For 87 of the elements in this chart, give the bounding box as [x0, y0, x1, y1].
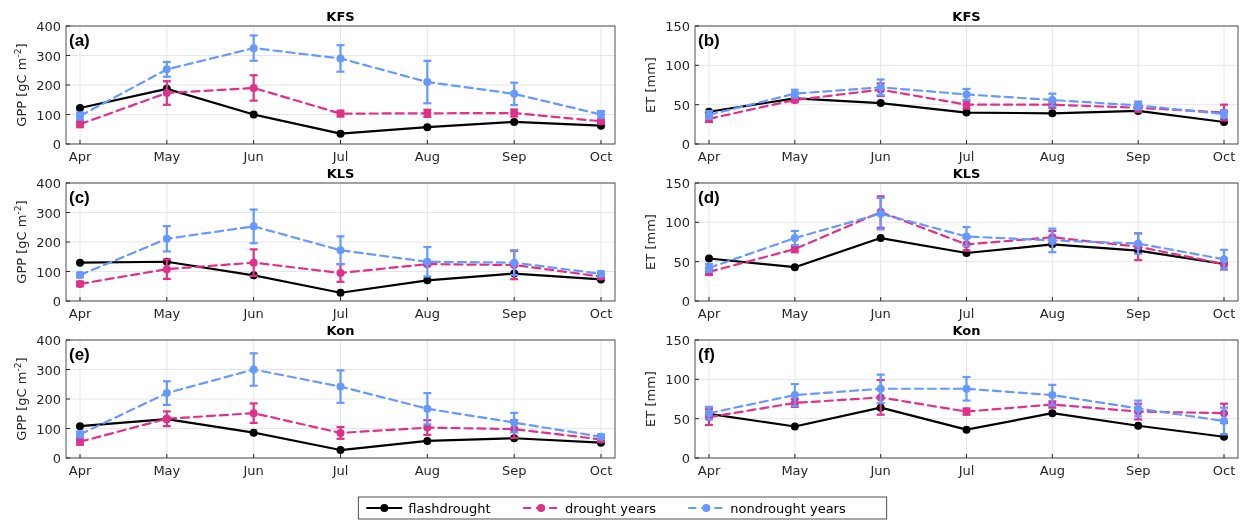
y-axis-title: ET [mm] [643, 214, 658, 270]
x-tick-label: Aug [1039, 149, 1066, 164]
x-tick-label: Aug [1039, 463, 1066, 478]
y-tick-label: 300 [36, 48, 61, 64]
x-tick-label: May [781, 306, 809, 321]
y-tick-label: 300 [36, 205, 61, 221]
annotation: (c) [69, 188, 90, 207]
y-axis-title: ET [mm] [643, 371, 658, 427]
x-tick-label: May [781, 463, 809, 478]
x-tick-label: Apr [68, 149, 92, 164]
x-tick-label: Aug [1039, 306, 1066, 321]
x-tick-label: Sep [1125, 306, 1151, 321]
x-tick-label: Apr [697, 149, 721, 164]
x-tick-label: May [153, 463, 181, 478]
x-tick-label: Apr [697, 463, 721, 478]
y-tick-label: 100 [665, 372, 690, 388]
x-tick-label: May [153, 306, 181, 321]
y-tick-label: 300 [36, 362, 61, 378]
annotation: (b) [698, 31, 720, 50]
y-tick-label: 0 [52, 451, 61, 466]
chart-title: Kon [326, 323, 355, 338]
y-tick-label: 150 [665, 333, 690, 348]
x-tick-label: Jun [869, 149, 891, 164]
annotation: (d) [698, 188, 720, 207]
y-tick-label: 100 [665, 58, 690, 74]
y-tick-label: 0 [681, 137, 690, 152]
y-tick-label: 200 [36, 235, 61, 250]
x-tick-label: May [781, 149, 809, 164]
x-tick-label: May [153, 149, 181, 164]
y-tick-label: 100 [36, 421, 61, 437]
x-tick-label: Jun [869, 463, 891, 478]
x-tick-label: Aug [414, 306, 441, 321]
x-tick-label: Oct [589, 463, 613, 478]
x-tick-label: Jul [331, 149, 349, 164]
x-tick-label: Aug [414, 463, 441, 478]
y-tick-label: 0 [52, 294, 61, 309]
chart-title: KLS [952, 166, 981, 181]
x-tick-label: Apr [697, 306, 721, 321]
x-tick-label: Jun [242, 306, 264, 321]
x-tick-label: Jun [242, 463, 264, 478]
x-tick-label: Oct [1212, 306, 1236, 321]
x-tick-label: Apr [68, 306, 92, 321]
y-tick-label: 400 [36, 333, 61, 348]
x-tick-label: Oct [1212, 463, 1236, 478]
x-tick-label: Jul [957, 306, 975, 321]
legend-label: flashdrought [408, 501, 491, 516]
y-tick-label: 100 [36, 107, 61, 123]
chart-title: KFS [952, 9, 981, 24]
y-tick-label: 100 [36, 264, 61, 280]
chart-title: KFS [326, 9, 355, 24]
y-tick-label: 400 [36, 176, 61, 191]
y-axis-title: ET [mm] [643, 57, 658, 113]
y-tick-label: 400 [36, 19, 61, 34]
annotation: (a) [69, 31, 90, 50]
y-tick-label: 0 [52, 137, 61, 152]
x-tick-label: Jul [331, 463, 349, 478]
legend-label: drought years [565, 501, 657, 516]
y-tick-label: 50 [673, 254, 690, 270]
y-tick-label: 0 [681, 294, 690, 309]
x-tick-label: Jul [331, 306, 349, 321]
x-tick-label: Jul [957, 149, 975, 164]
y-tick-label: 200 [36, 78, 61, 93]
y-tick-label: 0 [681, 451, 690, 466]
x-tick-label: Sep [501, 306, 527, 321]
chart-title: Kon [952, 323, 981, 338]
x-tick-label: Sep [1125, 149, 1151, 164]
x-tick-label: Sep [501, 463, 527, 478]
y-tick-label: 150 [665, 176, 690, 191]
annotation: (f) [698, 345, 715, 364]
x-tick-label: Sep [501, 149, 527, 164]
y-tick-label: 50 [673, 97, 690, 113]
x-tick-label: Oct [589, 149, 613, 164]
x-tick-label: Aug [414, 149, 441, 164]
chart-title: KLS [326, 166, 355, 181]
y-tick-label: 100 [665, 215, 690, 231]
x-tick-label: Sep [1125, 463, 1151, 478]
x-tick-label: Jun [869, 306, 891, 321]
legend-label: nondrought years [730, 501, 846, 516]
x-tick-label: Apr [68, 463, 92, 478]
x-tick-label: Jul [957, 463, 975, 478]
annotation: (e) [69, 345, 90, 364]
y-tick-label: 150 [665, 19, 690, 34]
x-tick-label: Jun [242, 149, 264, 164]
y-tick-label: 50 [673, 411, 690, 427]
x-tick-label: Oct [1212, 149, 1236, 164]
y-tick-label: 200 [36, 392, 61, 407]
x-tick-label: Oct [589, 306, 613, 321]
